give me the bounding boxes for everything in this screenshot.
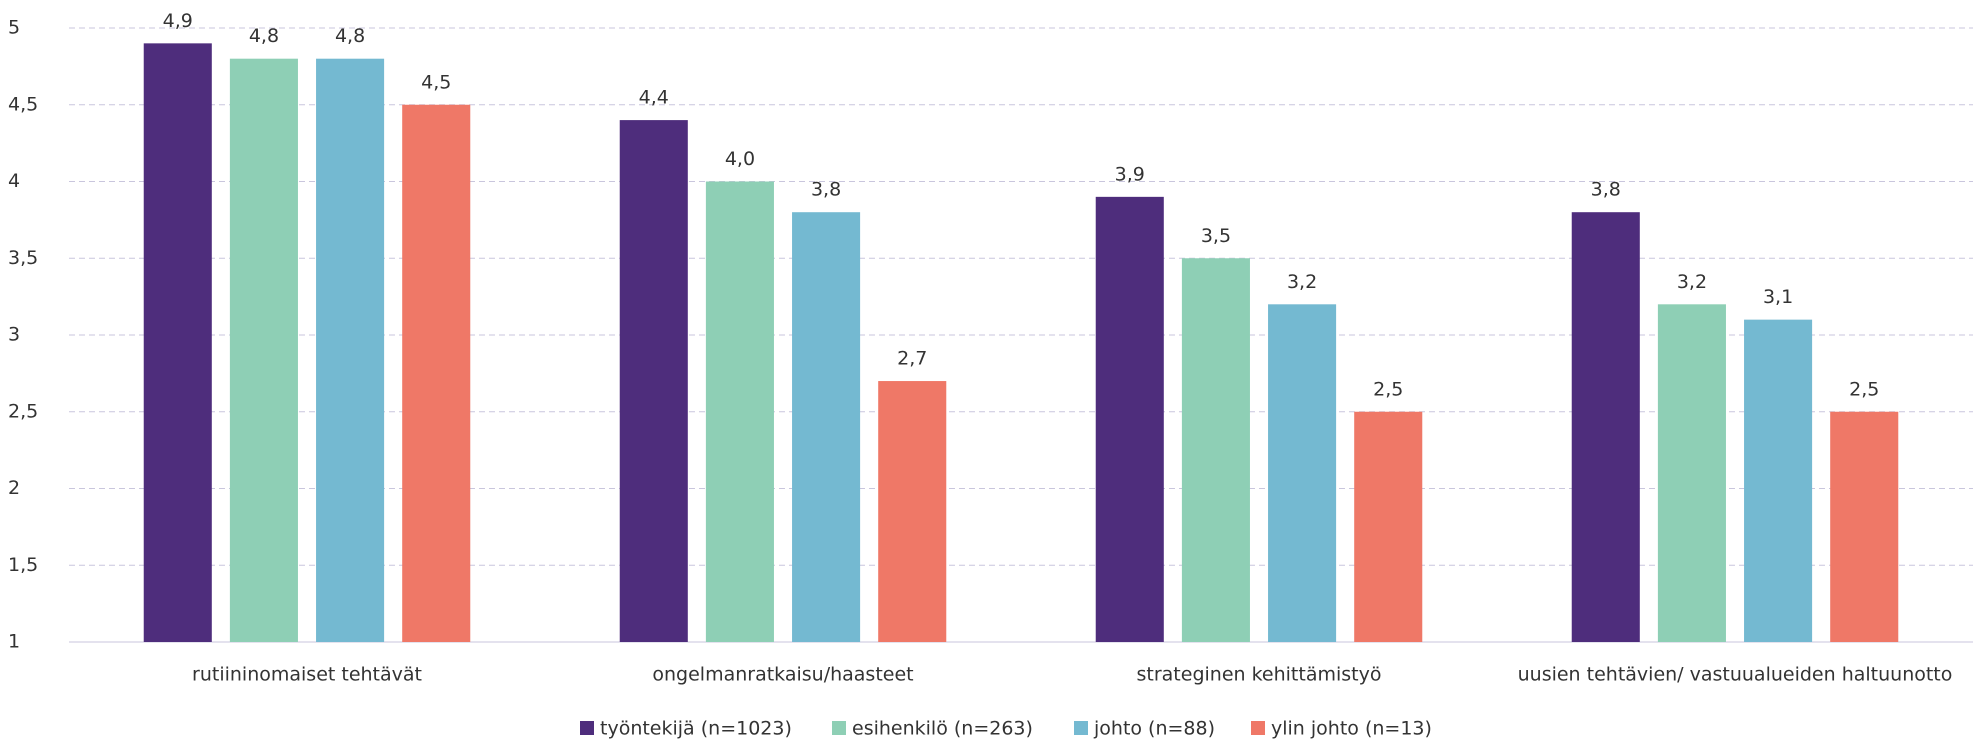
- x-tick-label: rutiininomaiset tehtävät: [192, 664, 422, 686]
- y-tick-label: 1: [8, 631, 20, 653]
- y-tick-label: 3: [8, 324, 20, 346]
- y-tick-label: 1,5: [8, 554, 38, 576]
- value-label: 4,5: [421, 71, 451, 93]
- x-tick-label: ongelmanratkaisu/haasteet: [652, 664, 913, 686]
- y-tick-label: 4: [8, 170, 20, 192]
- value-label: 2,5: [1849, 378, 1879, 400]
- legend-swatch: [1251, 721, 1265, 735]
- legend-swatch: [580, 721, 594, 735]
- value-label: 2,7: [897, 348, 927, 370]
- bar: [1571, 212, 1640, 642]
- legend-swatch: [1074, 721, 1088, 735]
- value-label: 3,5: [1201, 225, 1231, 247]
- bar: [402, 104, 471, 642]
- value-label: 3,8: [811, 179, 841, 201]
- bar: [705, 181, 774, 642]
- bar: [1354, 411, 1423, 642]
- bar: [316, 58, 385, 642]
- value-label: 3,9: [1115, 163, 1145, 185]
- bar: [229, 58, 298, 642]
- bar: [1095, 196, 1164, 642]
- bar: [1181, 258, 1250, 642]
- bar: [1744, 319, 1813, 642]
- bar: [619, 120, 688, 643]
- x-tick-label: strateginen kehittämistyö: [1137, 664, 1382, 686]
- bar: [1657, 304, 1726, 642]
- y-tick-label: 2,5: [8, 400, 38, 422]
- bar: [1268, 304, 1337, 642]
- bar: [878, 381, 947, 642]
- value-label: 3,2: [1677, 271, 1707, 293]
- x-tick-label: uusien tehtävien/ vastuualueiden haltuun…: [1518, 664, 1953, 686]
- value-label: 2,5: [1373, 378, 1403, 400]
- bar: [1830, 411, 1899, 642]
- legend-label: johto (n=88): [1093, 718, 1215, 740]
- bar: [792, 212, 861, 642]
- value-label: 4,8: [249, 25, 279, 47]
- y-tick-label: 2: [8, 477, 20, 499]
- y-tick-label: 5: [8, 17, 20, 39]
- value-label: 4,8: [335, 25, 365, 47]
- value-label: 4,0: [725, 148, 755, 170]
- legend-label: esihenkilö (n=263): [852, 718, 1033, 740]
- y-tick-label: 3,5: [8, 247, 38, 269]
- value-label: 4,9: [163, 10, 193, 32]
- value-label: 3,8: [1591, 179, 1621, 201]
- legend-label: työntekijä (n=1023): [600, 718, 792, 740]
- legend-label: ylin johto (n=13): [1271, 718, 1432, 740]
- value-label: 4,4: [639, 87, 669, 109]
- value-label: 3,2: [1287, 271, 1317, 293]
- bar: [143, 43, 212, 643]
- value-label: 3,1: [1763, 286, 1793, 308]
- legend-swatch: [832, 721, 846, 735]
- y-tick-label: 4,5: [8, 93, 38, 115]
